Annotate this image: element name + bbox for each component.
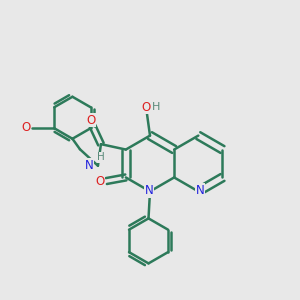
Text: H: H [97, 152, 105, 162]
Text: N: N [85, 159, 93, 172]
Text: O: O [141, 101, 150, 114]
Text: H: H [152, 102, 160, 112]
Text: O: O [21, 121, 30, 134]
Text: O: O [86, 114, 96, 127]
Text: N: N [145, 184, 154, 197]
Text: N: N [195, 184, 204, 197]
Text: O: O [95, 175, 104, 188]
